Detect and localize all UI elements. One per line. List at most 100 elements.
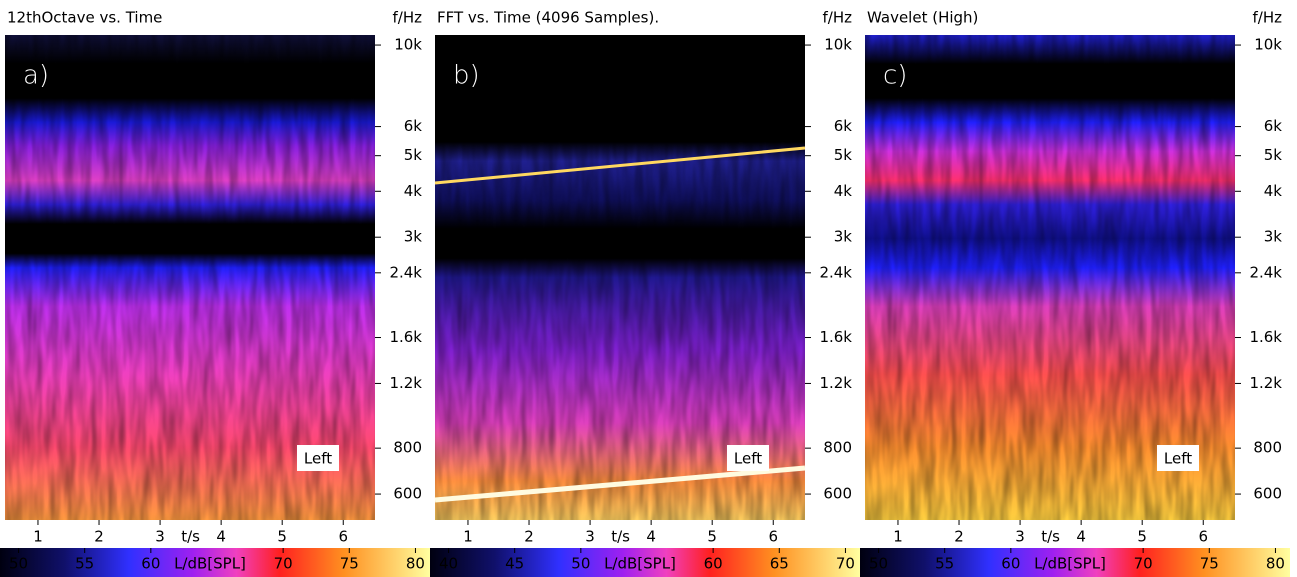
panel-tag: c) <box>883 61 907 91</box>
freq-axis-label: f/Hz <box>1253 9 1283 27</box>
y-tick-label: 6k <box>404 117 423 135</box>
colorbar-tick-label: 60 <box>141 555 160 573</box>
x-tick-label: 6 <box>768 528 778 546</box>
y-tick-label: 1.2k <box>389 374 422 392</box>
panels: 12thOctave vs. Time a) Left f/Hz 600 800 1.2k 1… <box>0 9 1290 577</box>
colorbar-gradient <box>430 548 860 577</box>
colorbar-tick-label: 50 <box>869 555 888 573</box>
x-tick-label: 5 <box>707 528 717 546</box>
panel-title: 12thOctave vs. Time <box>7 9 162 27</box>
colorbar-gradient <box>860 548 1290 577</box>
y-tick-label: 1.6k <box>389 328 422 346</box>
x-tick-label: 5 <box>277 528 287 546</box>
y-tick-label: 10k <box>394 36 422 54</box>
y-tick-label: 800 <box>393 439 422 457</box>
colorbar-tick-label: 60 <box>1001 555 1020 573</box>
x-tick-label: 6 <box>338 528 348 546</box>
colorbar-label: L/dB[SPL] <box>604 555 676 573</box>
spectrogram-texture <box>435 35 805 520</box>
colorbar-tick-label: 75 <box>1200 555 1219 573</box>
x-tick-label: 2 <box>94 528 104 546</box>
y-tick-label: 800 <box>823 439 852 457</box>
colorbar-tick-label: 55 <box>935 555 954 573</box>
freq-axis-label: f/Hz <box>823 9 853 27</box>
spectrogram-texture <box>865 35 1235 520</box>
harmonic-trace <box>434 465 806 503</box>
panel-title: Wavelet (High) <box>867 9 978 27</box>
y-tick-label: 4k <box>404 182 423 200</box>
colorbar-label: L/dB[SPL] <box>1034 555 1106 573</box>
x-tick-label: 6 <box>1198 528 1208 546</box>
colorbar-tick-label: 70 <box>1134 555 1153 573</box>
channel-box <box>1157 445 1199 471</box>
y-tick-label: 1.2k <box>819 374 852 392</box>
freq-axis-label: f/Hz <box>393 9 423 27</box>
channel-label: Left <box>304 450 332 468</box>
colorbar-tick-label: 80 <box>406 555 425 573</box>
colorbar: 50 55 60 70 75 80 L/dB[SPL] <box>860 548 1290 577</box>
x-tick-label: 4 <box>216 528 226 546</box>
colorbar-tick-label: 50 <box>9 555 28 573</box>
time-axis-label: t/s <box>1041 528 1060 546</box>
y-tick-label: 6k <box>1264 117 1283 135</box>
colorbar-tick-label: 40 <box>439 555 458 573</box>
y-tick-label: 600 <box>393 485 422 503</box>
y-tick-label: 600 <box>1253 485 1282 503</box>
y-tick-label: 4k <box>834 182 853 200</box>
harmonic-trace <box>434 146 806 185</box>
x-tick-label: 1 <box>463 528 473 546</box>
y-tick-label: 5k <box>834 146 853 164</box>
y-tick-label: 4k <box>1264 182 1283 200</box>
colorbar-tick-label: 50 <box>571 555 590 573</box>
x-tick-label: 2 <box>524 528 534 546</box>
panel-tag: a) <box>23 61 49 91</box>
colorbar-tick-label: 75 <box>340 555 359 573</box>
channel-label: Left <box>734 450 762 468</box>
colorbar: 50 55 60 70 75 80 L/dB[SPL] <box>0 548 430 577</box>
colorbar-tick-label: 60 <box>704 555 723 573</box>
spectrogram-texture <box>5 35 375 520</box>
x-tick-label: 1 <box>33 528 43 546</box>
y-tick-label: 2.4k <box>1249 263 1282 281</box>
panel-title: FFT vs. Time (4096 Samples). <box>437 9 659 27</box>
y-tick-label: 2.4k <box>389 263 422 281</box>
x-tick-label: 3 <box>585 528 595 546</box>
y-tick-label: 2.4k <box>819 263 852 281</box>
channel-box <box>297 445 339 471</box>
panel: Wavelet (High) c) Left f/Hz 600 800 1.2k 1.6k 2.… <box>860 9 1290 577</box>
x-tick-label: 2 <box>954 528 964 546</box>
panel: 12thOctave vs. Time a) Left f/Hz 600 800 1.2k 1… <box>0 9 430 577</box>
panel: FFT vs. Time (4096 Samples). b) Left f/Hz 60… <box>430 9 860 577</box>
y-tick-label: 600 <box>823 485 852 503</box>
time-axis-label: t/s <box>611 528 630 546</box>
y-tick-label: 10k <box>824 36 852 54</box>
colorbar-label: L/dB[SPL] <box>174 555 246 573</box>
x-tick-label: 3 <box>155 528 165 546</box>
x-tick-label: 3 <box>1015 528 1025 546</box>
panel-tag: b) <box>453 61 480 91</box>
y-tick-label: 5k <box>1264 146 1283 164</box>
y-tick-label: 1.6k <box>819 328 852 346</box>
colorbar: 40 45 50 60 65 70 L/dB[SPL] <box>430 548 860 577</box>
x-tick-label: 5 <box>1137 528 1147 546</box>
y-tick-label: 3k <box>1264 228 1283 246</box>
colorbar-gradient <box>0 548 430 577</box>
colorbar-tick-label: 45 <box>505 555 524 573</box>
x-tick-label: 1 <box>893 528 903 546</box>
y-tick-label: 10k <box>1254 36 1282 54</box>
y-tick-label: 3k <box>834 228 853 246</box>
colorbar-tick-label: 70 <box>274 555 293 573</box>
x-tick-label: 4 <box>646 528 656 546</box>
y-tick-label: 1.6k <box>1249 328 1282 346</box>
channel-box <box>727 445 769 471</box>
colorbar-tick-label: 70 <box>836 555 855 573</box>
x-tick-label: 4 <box>1076 528 1086 546</box>
colorbar-tick-label: 55 <box>75 555 94 573</box>
colorbar-tick-label: 80 <box>1266 555 1285 573</box>
time-axis-label: t/s <box>181 528 200 546</box>
y-tick-label: 1.2k <box>1249 374 1282 392</box>
y-tick-label: 3k <box>404 228 423 246</box>
y-tick-label: 800 <box>1253 439 1282 457</box>
y-tick-label: 5k <box>404 146 423 164</box>
